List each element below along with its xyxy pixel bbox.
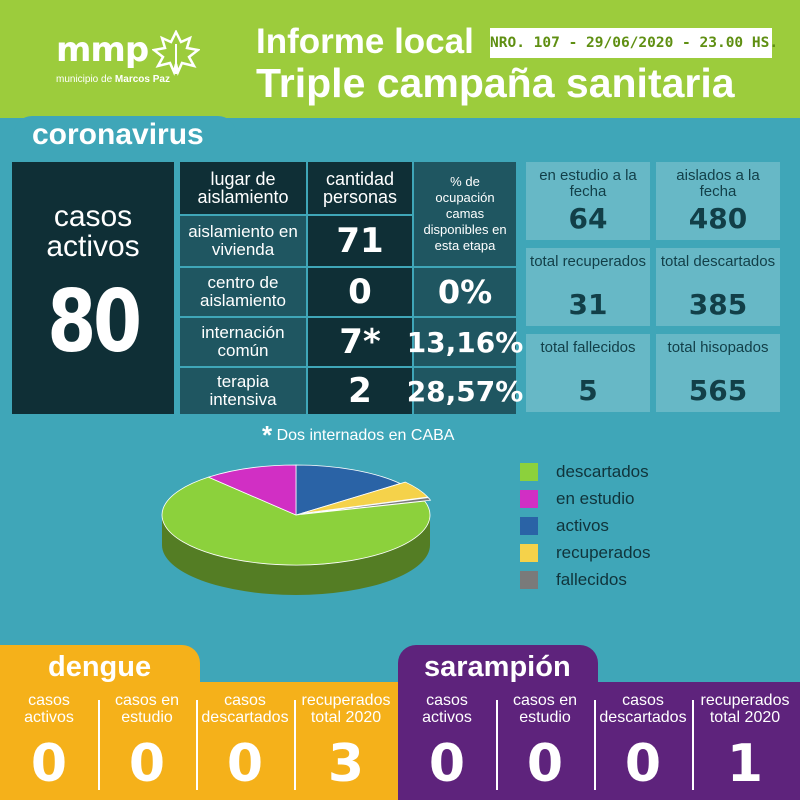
dengue-discarded: casos descartados 0	[201, 692, 289, 794]
pie-slice-activos	[295, 464, 402, 516]
legend-item-fallecidos: fallecidos	[520, 570, 627, 590]
divider	[294, 700, 296, 790]
stat-swabbed: total hisopados 565	[656, 334, 780, 412]
col-header-place: lugar de aislamiento	[180, 162, 306, 214]
legend-item-descartados: descartados	[520, 462, 649, 482]
pie-side-descartados	[162, 515, 430, 595]
sarampion-active: casos activos 0	[422, 692, 472, 794]
report-badge: NRO. 107 - 29/06/2020 - 23.00 HS.	[490, 28, 778, 58]
legend-label: recuperados	[556, 543, 651, 562]
municipality-logo: mmp municipio de Marcos Paz	[56, 30, 216, 90]
footnote: * Dos internados en CABA	[262, 420, 454, 451]
divider	[496, 700, 498, 790]
stat-in-study: en estudio a la fecha 64	[526, 162, 650, 240]
legend-swatch	[520, 571, 538, 589]
dengue-tab	[0, 645, 200, 685]
pie-slice-descartados	[161, 476, 431, 566]
legend-label: fallecidos	[556, 570, 627, 589]
row-occupancy-center: 0%	[414, 268, 516, 316]
stat-deceased: total fallecidos 5	[526, 334, 650, 412]
row-occupancy-ward: 13,16%	[407, 318, 523, 366]
page-title-line1: Informe local	[256, 22, 474, 61]
dengue-in-study: casos en estudio 0	[114, 692, 180, 794]
dengue-recovered: recuperados total 2020 3	[301, 692, 391, 794]
legend-label: descartados	[556, 462, 649, 481]
row-place-center: centro de aislamiento	[180, 268, 306, 316]
logo-mark: mmp	[56, 30, 149, 70]
active-cases-value: 80	[47, 272, 142, 372]
legend-swatch	[520, 544, 538, 562]
legend-label: activos	[556, 516, 609, 535]
row-count-ward: 7*	[308, 318, 412, 366]
stat-recovered: total recuperados 31	[526, 248, 650, 326]
pie-slice-fallecidos	[301, 497, 432, 515]
row-count-center: 0	[308, 268, 412, 316]
dengue-active: casos activos 0	[24, 692, 74, 794]
header-banner: mmp municipio de Marcos Paz Informe loca…	[0, 0, 800, 118]
row-place-ward: internación común	[180, 318, 306, 366]
row-count-home: 71	[308, 216, 412, 266]
legend-item-en-estudio: en estudio	[520, 489, 634, 509]
divider	[594, 700, 596, 790]
divider	[692, 700, 694, 790]
legend-label: en estudio	[556, 489, 635, 508]
sarampion-section	[398, 682, 800, 800]
dengue-section	[0, 682, 398, 800]
pie-slice-en-estudio	[207, 464, 297, 516]
sarampion-recovered: recuperados total 2020 1	[700, 692, 790, 794]
row-place-icu: terapia intensiva	[180, 368, 306, 414]
pie-slice-recuperados	[301, 481, 429, 514]
pie-chart	[161, 464, 432, 595]
row-count-icu: 2	[308, 368, 412, 414]
sarampion-in-study: casos en estudio 0	[512, 692, 578, 794]
sarampion-title: sarampión	[424, 651, 571, 683]
coronavirus-tab	[14, 116, 236, 158]
legend-swatch	[520, 490, 538, 508]
page-title-line2: Triple campaña sanitaria	[256, 60, 735, 106]
legend-item-recuperados: recuperados	[520, 543, 651, 563]
row-occupancy-icu: 28,57%	[407, 368, 523, 414]
divider	[98, 700, 100, 790]
divider	[196, 700, 198, 790]
footnote-text: Dos internados en CABA	[276, 427, 455, 444]
stat-discarded: total descartados 385	[656, 248, 780, 326]
coronavirus-title: coronavirus	[32, 118, 204, 151]
sarampion-discarded: casos descartados 0	[599, 692, 687, 794]
footnote-star: *	[262, 420, 273, 450]
sarampion-tab	[398, 645, 598, 685]
row-place-home: aislamiento en vivienda	[180, 216, 306, 266]
active-cases-box: casos activos 80	[12, 162, 174, 414]
col-header-occupancy: % de ocupación camas disponibles en esta…	[414, 162, 516, 266]
legend-item-activos: activos	[520, 516, 609, 536]
leaf-icon	[152, 30, 200, 76]
active-cases-label: casos activos	[46, 200, 140, 263]
chart-legend: descartados en estudio activos recuperados f…	[520, 462, 760, 602]
dengue-title: dengue	[48, 651, 152, 683]
legend-swatch	[520, 463, 538, 481]
legend-swatch	[520, 517, 538, 535]
logo-subtitle: municipio de Marcos Paz	[56, 74, 170, 85]
col-header-count: cantidad personas	[308, 162, 412, 214]
stat-isolated: aislados a la fecha 480	[656, 162, 780, 240]
